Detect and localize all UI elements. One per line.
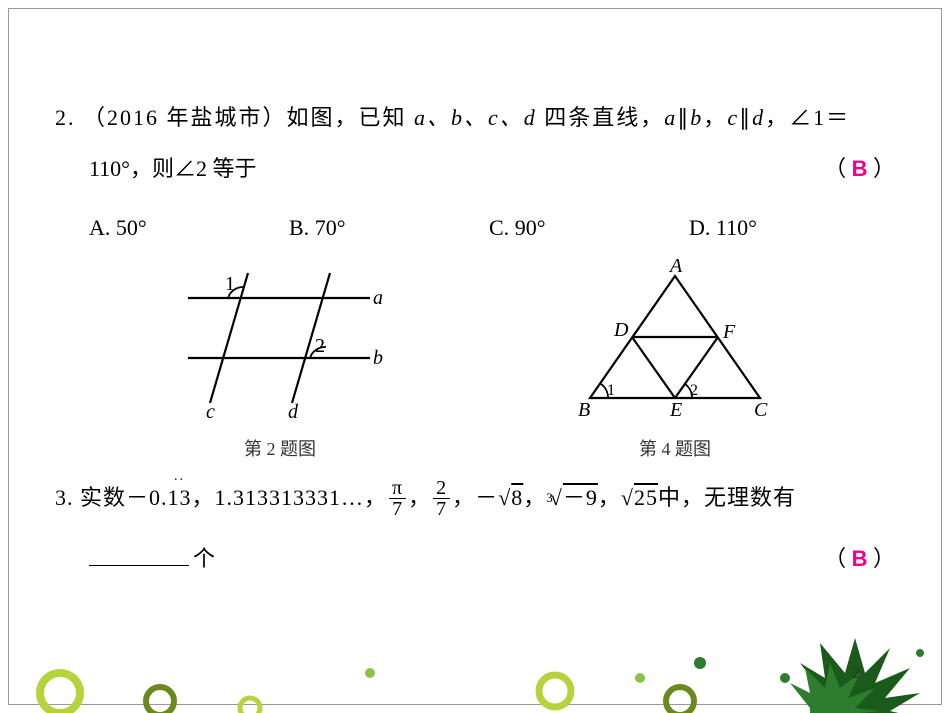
d2-c: c [206, 401, 215, 423]
sqrt8: 8 [511, 480, 523, 515]
q3-line2: 个 （ B ） [55, 541, 895, 576]
diagrams-row: 1 2 a b c d 第 2 题图 A D F [55, 258, 895, 464]
q3-prefix: 实数－0. [80, 480, 168, 515]
d2-a: a [373, 287, 383, 309]
frac-27: 27 [433, 478, 450, 519]
q3-suffix: 中，无理数有 [658, 480, 796, 515]
neg9: －9 [563, 480, 598, 515]
diagram4-wrap: A D F B E C 1 2 第 4 题图 [570, 258, 780, 464]
d2-ang1: 1 [225, 273, 235, 295]
choice-d-value: 110° [716, 215, 757, 240]
q3-seq: ，1.313313331…， [192, 480, 388, 515]
choice-b-value: 70° [315, 215, 346, 240]
d4-D: D [613, 319, 629, 341]
diagram2-svg: 1 2 a b c d [170, 258, 390, 423]
frac-7b: 7 [433, 499, 450, 519]
q2-answer: B [852, 156, 868, 181]
comma1: ， [408, 480, 431, 515]
q3-number: 3. [55, 480, 74, 515]
paren-open: （ [824, 156, 846, 181]
q3-blank [89, 565, 189, 566]
q2-text2: 四条直线， [537, 105, 665, 130]
q2-text1: （2016 年盐城市）如图，已知 [83, 105, 414, 130]
q2-line2: 110°，则∠2 等于 （ B ） [55, 151, 895, 186]
cbrt-sym: √ [550, 480, 563, 515]
q3-blank-wrap: 个 [89, 541, 215, 576]
q2-pc: c [727, 105, 739, 130]
d4-C: C [754, 399, 768, 421]
diagram4-svg: A D F B E C 1 2 [570, 258, 780, 423]
d2-b: b [373, 347, 383, 369]
q2-answer-paren: （ B ） [824, 151, 895, 186]
q2-pb: b [690, 105, 703, 130]
q3-paren-close: ） [873, 546, 895, 571]
paren-close: ） [873, 156, 895, 181]
q2-number: 2. [55, 105, 76, 130]
choice-c-label: C. [489, 215, 509, 240]
q3-line1: 3. 实数－0.13，1.313313331…， π7 ， 27 ， －√8 ，… [55, 478, 895, 519]
comma3: ， [523, 480, 546, 515]
frac-2: 2 [433, 478, 450, 499]
choice-c-value: 90° [515, 215, 546, 240]
choice-b: B. 70° [289, 210, 489, 245]
d2-ang2: 2 [315, 335, 325, 357]
choice-b-label: B. [289, 215, 309, 240]
diagram2-wrap: 1 2 a b c d 第 2 题图 [170, 258, 390, 464]
q3-answer: B [852, 546, 868, 571]
d4-ang1: 1 [607, 382, 615, 399]
q3-ge: 个 [193, 546, 215, 571]
choice-a-value: 50° [116, 215, 147, 240]
choice-d-label: D. [689, 215, 710, 240]
q3-paren-open: （ [824, 546, 846, 571]
d4-B: B [578, 399, 590, 421]
comma4: ， [598, 480, 621, 515]
q2-ang: ∠1＝ [789, 105, 850, 130]
q3-answer-paren: （ B ） [824, 541, 895, 576]
frac-pi7: π7 [389, 478, 406, 519]
sqrt8-sym: √ [498, 480, 511, 515]
sqrt25: 25 [634, 480, 658, 515]
q2-vars: a、b、c、d [414, 105, 537, 130]
choice-a-label: A. [89, 215, 110, 240]
q2-pd: d [752, 105, 765, 130]
d4-F: F [722, 321, 736, 343]
q2-pa: a [664, 105, 677, 130]
choice-a: A. 50° [89, 210, 289, 245]
q2-line1: 2. （2016 年盐城市）如图，已知 a、b、c、d 四条直线，a∥b，c∥d… [55, 100, 895, 135]
d2-d: d [288, 401, 299, 423]
q2-choices: A. 50° B. 70° C. 90° D. 110° [55, 210, 895, 245]
d4-E: E [669, 399, 682, 421]
d4-A: A [668, 258, 683, 277]
frac-pi: π [389, 478, 406, 499]
choice-d: D. 110° [689, 210, 889, 245]
frac-7a: 7 [389, 499, 406, 519]
choice-c: C. 90° [489, 210, 689, 245]
diagram2-caption: 第 2 题图 [170, 435, 390, 464]
q2-text3: 110°，则∠2 等于 [89, 151, 256, 186]
diagram4-caption: 第 4 题图 [570, 435, 780, 464]
page-number: 2 [852, 665, 860, 683]
neg1: － [475, 480, 498, 515]
comma2: ， [452, 480, 475, 515]
d4-ang2: 2 [690, 382, 698, 399]
sqrt25-sym: √ [621, 480, 634, 515]
main-content: 2. （2016 年盐城市）如图，已知 a、b、c、d 四条直线，a∥b，c∥d… [55, 100, 895, 576]
q3-repeating: 13 [168, 480, 192, 515]
